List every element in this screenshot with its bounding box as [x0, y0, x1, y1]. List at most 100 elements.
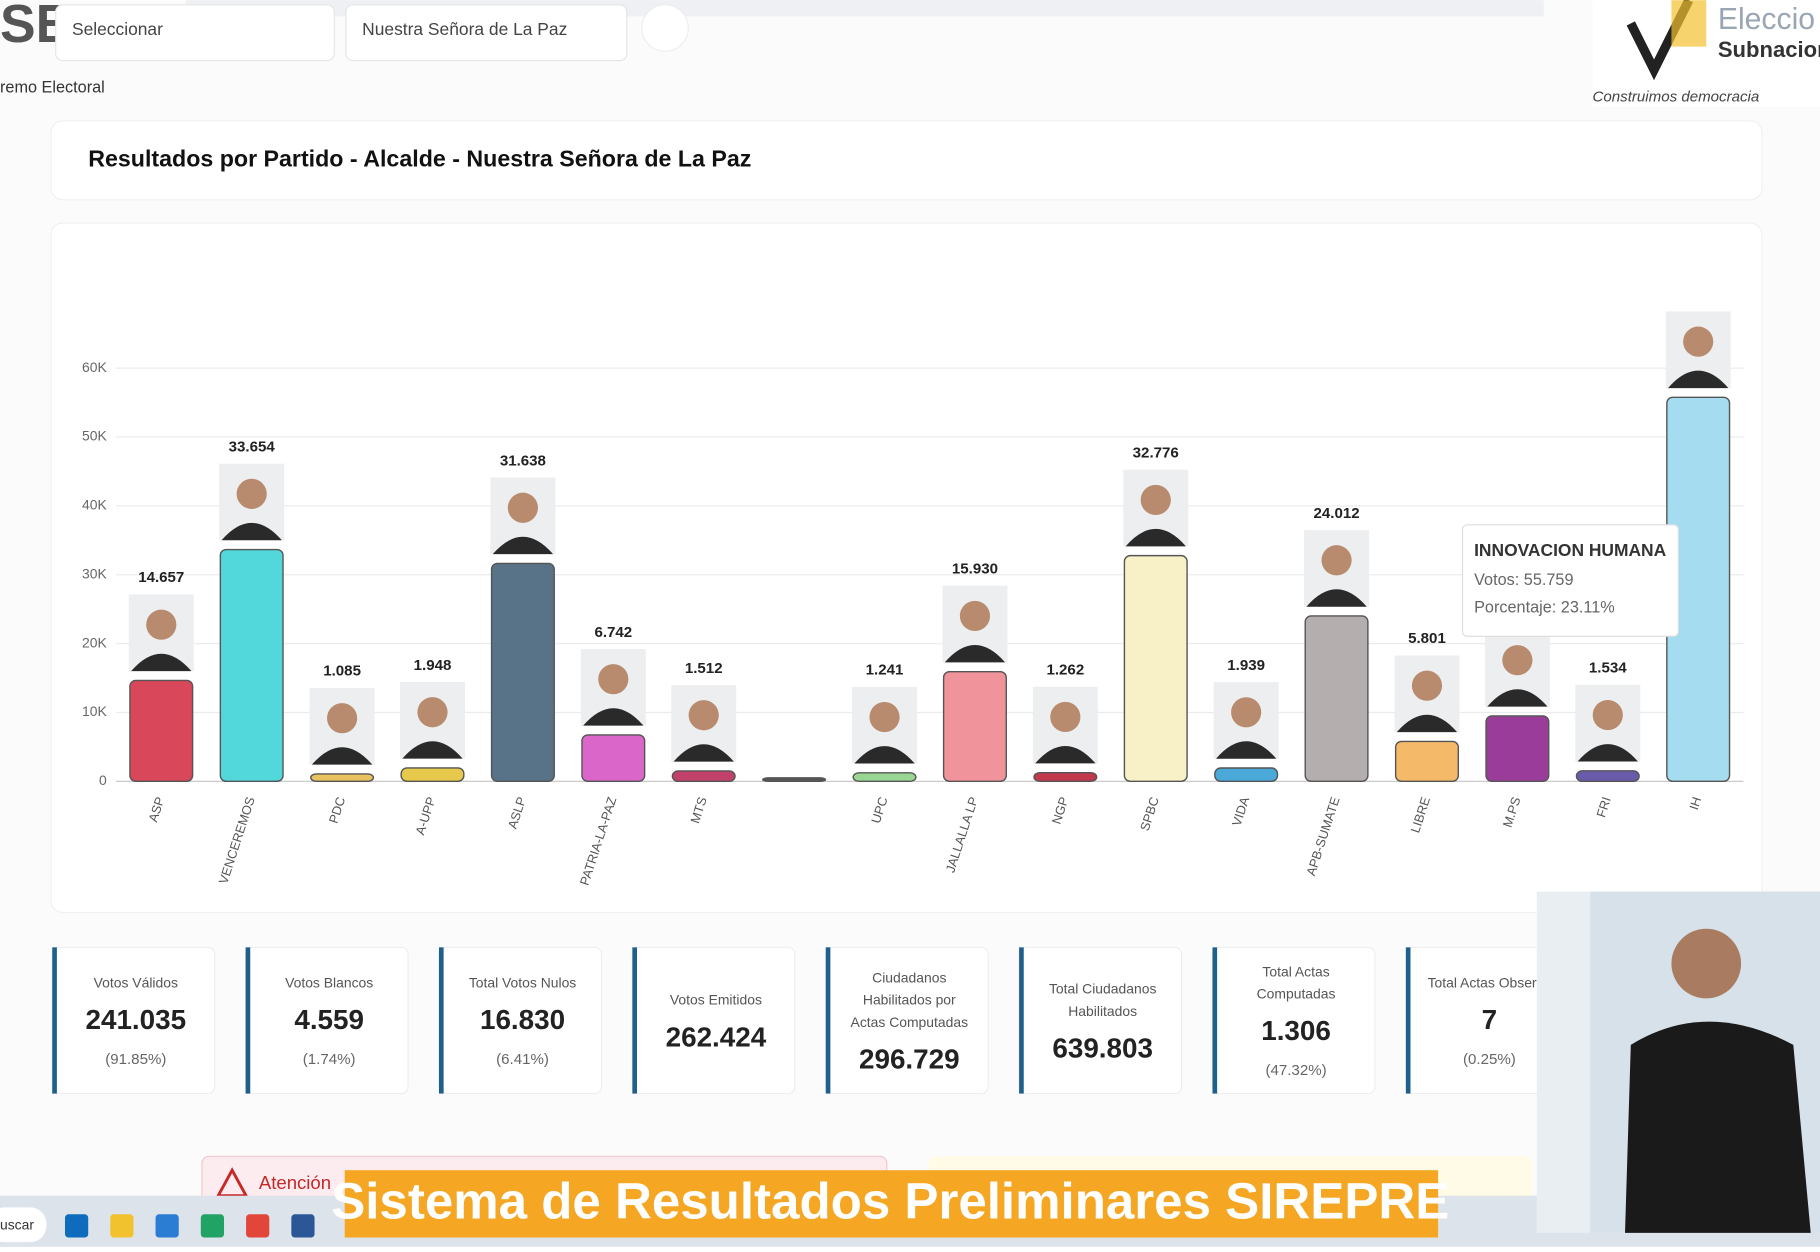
brand-tagline: Construimos democracia — [1593, 89, 1760, 106]
select-text[interactable]: Nuestra Señora de La Paz — [362, 19, 567, 39]
value-label: 5.801 — [1408, 630, 1446, 647]
photo-head — [1502, 645, 1532, 675]
app-icon[interactable] — [110, 1214, 133, 1237]
photo-head — [146, 610, 176, 640]
stat-card-accent — [246, 947, 251, 1093]
photo-head — [1050, 702, 1080, 732]
chart-title: Resultados por Partido - Alcalde - Nuest… — [88, 146, 751, 172]
y-tick-label: 10K — [82, 703, 107, 719]
bar — [763, 778, 826, 781]
photo-head — [598, 664, 628, 694]
app-icon[interactable] — [246, 1214, 269, 1237]
y-tick-label: 0 — [99, 772, 107, 788]
brand-shape — [1671, 0, 1706, 46]
photo-head — [1683, 327, 1713, 357]
value-label: 31.638 — [500, 452, 546, 469]
interpreter-body — [1625, 1022, 1811, 1233]
stat-value: 262.424 — [666, 1021, 767, 1052]
stat-card — [1019, 947, 1182, 1093]
stat-card-accent — [632, 947, 637, 1093]
search-text[interactable]: uscar — [0, 1217, 34, 1233]
bar — [1034, 773, 1097, 782]
app-icon[interactable] — [156, 1214, 179, 1237]
app-icon[interactable] — [65, 1214, 88, 1237]
stat-value: 639.803 — [1052, 1032, 1153, 1063]
alert-text: Atención — [259, 1172, 331, 1193]
banner-text: Sistema de Resultados Preliminares SIREP… — [331, 1173, 1449, 1230]
bar — [220, 550, 283, 782]
stat-label: Votos Emitidos — [670, 991, 762, 1007]
value-label: 1.939 — [1227, 657, 1265, 674]
photo-head — [417, 697, 447, 727]
value-label: 6.742 — [594, 624, 632, 641]
refresh-button[interactable] — [642, 5, 688, 51]
value-label: 14.657 — [138, 569, 184, 586]
stat-label: Total Actas Observa — [1428, 974, 1552, 990]
interpreter-head — [1671, 929, 1741, 999]
value-label: 1.512 — [685, 660, 723, 677]
bar — [492, 563, 555, 781]
photo-head — [327, 703, 357, 733]
tooltip-text: Porcentaje: 23.11% — [1474, 599, 1615, 617]
stat-percent: (0.25%) — [1463, 1051, 1516, 1068]
stat-card-accent — [1212, 947, 1217, 1093]
bar — [130, 680, 193, 781]
stat-label: Votos Blancos — [285, 974, 373, 990]
stat-value: 7 — [1482, 1004, 1498, 1035]
stat-card-accent — [826, 947, 831, 1093]
app-icon[interactable] — [291, 1214, 314, 1237]
bar — [582, 735, 645, 781]
tooltip-title: INNOVACION HUMANA — [1474, 540, 1667, 560]
value-label: 1.085 — [323, 663, 361, 680]
stat-value: 296.729 — [859, 1043, 960, 1074]
value-label: 15.930 — [952, 560, 998, 577]
y-tick-label: 60K — [82, 359, 107, 375]
app-icon[interactable] — [201, 1214, 224, 1237]
photo-head — [689, 700, 719, 730]
photo-head — [960, 601, 990, 631]
logo-caption: remo Electoral — [0, 79, 105, 97]
bar — [1124, 556, 1187, 782]
value-label: 1.241 — [866, 662, 904, 679]
bar — [1215, 768, 1278, 781]
photo-head — [1141, 485, 1171, 515]
photo-head — [508, 493, 538, 523]
value-label: 1.534 — [1589, 660, 1627, 677]
value-label: 1.262 — [1046, 662, 1084, 679]
value-label: 32.776 — [1133, 444, 1179, 461]
stat-label: Votos Válidos — [94, 974, 178, 990]
photo-head — [1231, 697, 1261, 727]
value-label: 24.012 — [1314, 505, 1360, 522]
y-tick-label: 40K — [82, 497, 107, 513]
stat-card-accent — [52, 947, 57, 1093]
photo-head — [1593, 700, 1623, 730]
brand-text: Subnacion — [1718, 37, 1820, 62]
bar — [853, 773, 916, 782]
bar — [672, 771, 735, 781]
bar — [1486, 716, 1549, 781]
stat-card-accent — [1406, 947, 1411, 1093]
y-tick-label: 50K — [82, 428, 107, 444]
stat-value: 1.306 — [1261, 1015, 1331, 1046]
stat-value: 241.035 — [85, 1004, 186, 1035]
y-tick-label: 20K — [82, 634, 107, 650]
stat-percent: (91.85%) — [105, 1051, 166, 1068]
stat-value: 4.559 — [294, 1004, 364, 1035]
brand-text: Eleccio — [1718, 3, 1815, 36]
bar — [311, 774, 374, 781]
photo-head — [1321, 545, 1351, 575]
bar — [1396, 741, 1459, 781]
bar — [1576, 771, 1639, 782]
photo-head — [869, 702, 899, 732]
stat-label: Total Votos Nulos — [469, 974, 576, 990]
stat-percent: (1.74%) — [303, 1051, 356, 1068]
y-tick-label: 30K — [82, 565, 107, 581]
stat-card-accent — [1019, 947, 1024, 1093]
bar — [944, 672, 1007, 782]
stat-percent: (6.41%) — [496, 1051, 549, 1068]
select-text[interactable]: Seleccionar — [72, 19, 163, 39]
photo-head — [1412, 671, 1442, 701]
bar — [1305, 616, 1368, 781]
